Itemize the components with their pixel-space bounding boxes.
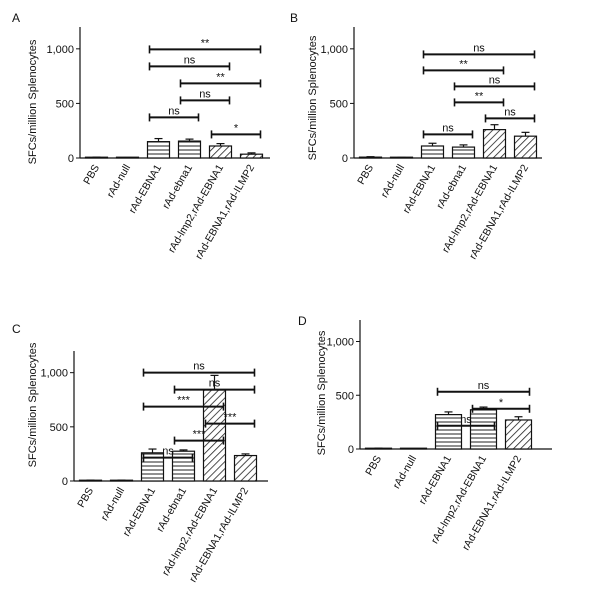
category-label: rAd-EBNA1 xyxy=(417,453,455,506)
category-label: PBS xyxy=(363,454,384,478)
significance-label: ns xyxy=(199,88,211,100)
significance-label: ns xyxy=(193,361,205,373)
bar xyxy=(513,135,538,159)
category-label: rAd-ebna1 xyxy=(154,485,189,534)
significance-label: *** xyxy=(193,429,207,441)
bar xyxy=(202,389,227,482)
significance-label: ns xyxy=(168,105,180,117)
bar xyxy=(171,450,196,482)
y-tick-label: 0 xyxy=(62,476,68,488)
significance-label: ** xyxy=(201,37,210,49)
y-tick-label: 1,000 xyxy=(320,44,348,56)
category-label: rAd-EBNA1 xyxy=(121,485,159,538)
category-label: rAd-EBNA1,rAd-ILMP2 xyxy=(187,485,251,584)
significance-label: ns xyxy=(478,380,490,392)
bar xyxy=(208,145,233,159)
category-label: rAd-ebna1 xyxy=(160,162,195,211)
y-tick-label: 500 xyxy=(50,422,68,434)
significance-label: ** xyxy=(475,90,484,102)
y-tick-label: 0 xyxy=(348,444,354,456)
significance-label: * xyxy=(499,397,504,409)
plot-area: 0 500 1,000 PBS rAd-nullrAd-EBNA1rAd-ebna1rA… xyxy=(46,27,270,261)
category-label: rAd-EBNA1,rAd-ILMP2 xyxy=(193,162,257,261)
significance-label: ns xyxy=(209,378,221,390)
panel-d: D SFCs/million Splenocytes 0 500 1,000 PBS r… xyxy=(298,314,552,552)
plot-area: 0 500 1,000 PBS rAd-nullrAd-EBNA1rAd-ebna1rA… xyxy=(320,27,542,261)
significance-label: ns xyxy=(504,106,516,118)
category-label: rAd-null xyxy=(379,163,407,200)
category-label: rAd-null xyxy=(105,163,133,200)
bar xyxy=(434,414,463,450)
category-label: PBS xyxy=(81,163,102,187)
plot-area: 0 500 1,000 PBS rAd-nullrAd-EBNA1rAd-ebna1rA… xyxy=(40,351,268,584)
significance-label: ns xyxy=(184,54,196,66)
bar xyxy=(177,140,202,159)
y-tick-label: 0 xyxy=(68,153,74,165)
bar xyxy=(239,153,264,159)
panel-letter: B xyxy=(290,11,298,25)
significance-label: ns xyxy=(460,414,472,426)
y-axis-label: SFCs/million Splenocytes xyxy=(307,35,319,160)
category-label: rAd-lmp2,rAd-EBNA1 xyxy=(166,162,226,255)
y-tick-label: 500 xyxy=(330,98,348,110)
significance-label: ** xyxy=(216,71,225,83)
y-tick-label: 500 xyxy=(56,98,74,110)
significance-label: ns xyxy=(162,446,174,458)
category-label: rAd-EBNA1 xyxy=(401,162,439,215)
y-tick-label: 500 xyxy=(336,390,354,402)
y-tick-label: 0 xyxy=(342,153,348,165)
bar xyxy=(482,129,507,159)
category-label: rAd-EBNA1,rAd-ILMP2 xyxy=(467,162,531,261)
category-label: rAd-null xyxy=(99,486,127,523)
category-label: rAd-ebna1 xyxy=(434,162,469,211)
category-label: rAd-lmp2,rAd-EBNA1 xyxy=(440,162,500,255)
y-tick-label: 1,000 xyxy=(40,368,68,380)
y-axis-label: SFCs/million Splenocytes xyxy=(27,39,39,164)
panel-letter: D xyxy=(298,314,307,328)
bar xyxy=(469,409,498,450)
panel-letter: A xyxy=(12,11,20,25)
significance-label: ns xyxy=(442,122,454,134)
y-axis-label: SFCs/million Splenocytes xyxy=(316,330,328,455)
category-label: rAd-null xyxy=(391,454,419,491)
bar xyxy=(504,419,533,450)
significance-label: ** xyxy=(459,58,468,70)
category-label: PBS xyxy=(355,163,376,187)
y-axis-label: SFCs/million Splenocytes xyxy=(27,342,39,467)
category-label: PBS xyxy=(75,486,96,510)
y-tick-label: 1,000 xyxy=(326,337,354,349)
y-tick-label: 1,000 xyxy=(46,44,74,56)
category-label: rAd-EBNA1 xyxy=(127,162,165,215)
significance-label: ns xyxy=(473,42,485,54)
bar xyxy=(146,141,171,159)
bar xyxy=(420,145,445,159)
significance-label: * xyxy=(234,122,239,134)
category-label: rAd-lmp2,rAd-EBNA1 xyxy=(160,485,220,578)
significance-label: *** xyxy=(177,395,191,407)
significance-label: *** xyxy=(224,412,238,424)
significance-label: ns xyxy=(489,74,501,86)
bar xyxy=(233,454,258,482)
panel-letter: C xyxy=(12,322,21,336)
bar xyxy=(451,146,476,159)
